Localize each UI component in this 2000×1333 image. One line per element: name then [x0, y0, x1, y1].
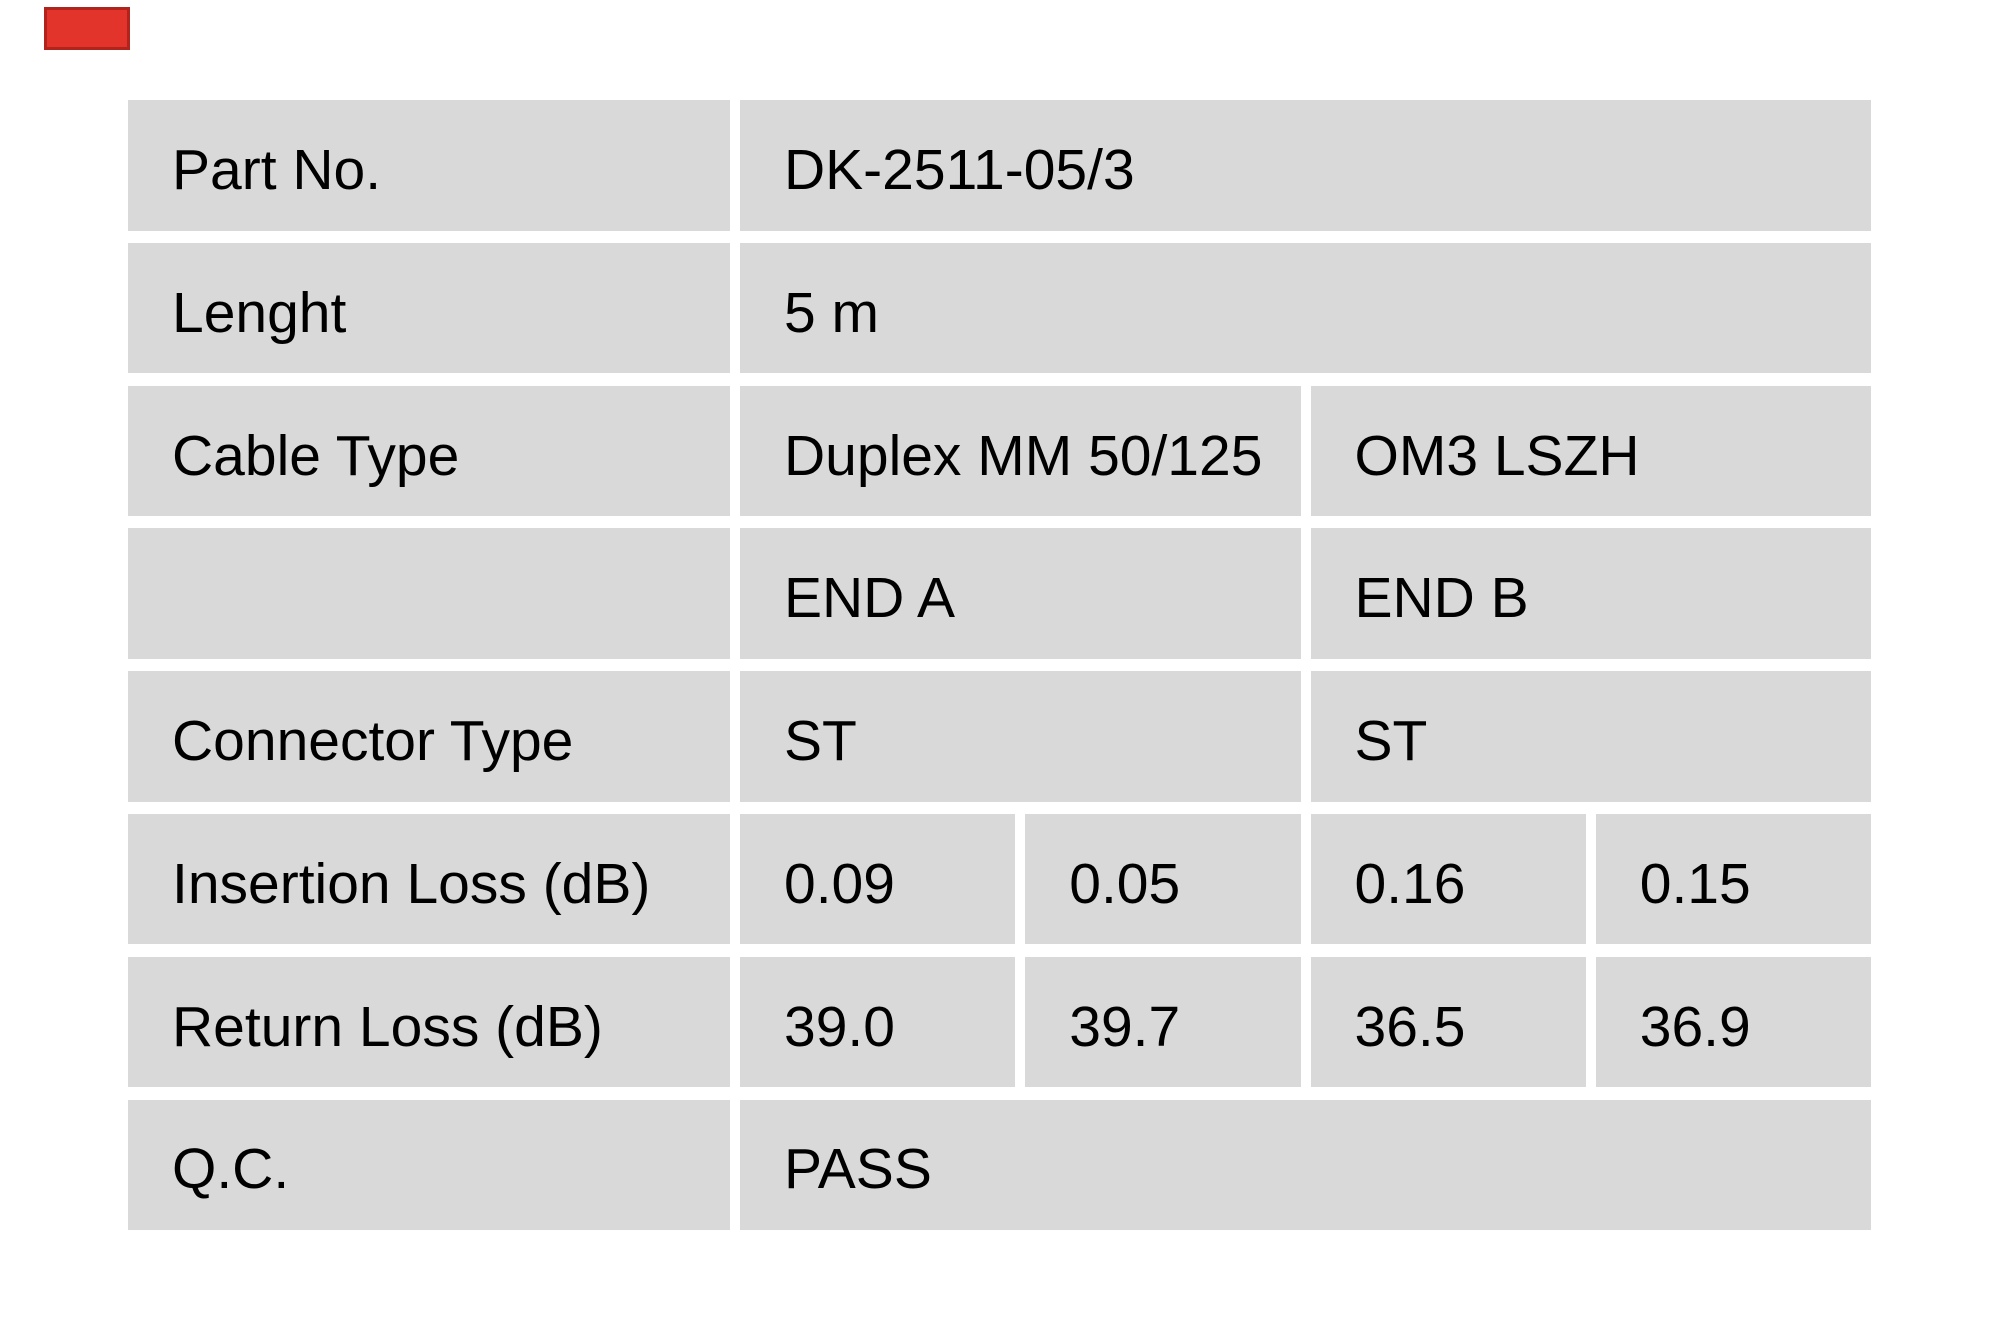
qc-label-cell: Q.C.	[128, 1099, 730, 1231]
end-a-header-cell: END A	[740, 528, 1301, 659]
end-b-header-cell: END B	[1310, 528, 1871, 659]
connector-type-end-a-cell: ST	[740, 671, 1301, 802]
part-no-label-cell: Part No.	[128, 100, 730, 231]
insertion-loss-label-cell: Insertion Loss (dB)	[128, 813, 730, 945]
ends-header-empty-cell	[128, 528, 730, 659]
qc-value-cell: PASS	[740, 1099, 1871, 1231]
insertion-loss-a1-cell: 0.09	[740, 813, 1016, 945]
part-no-value-cell: DK-2511-05/3	[740, 100, 1871, 231]
length-value-cell: 5 m	[740, 242, 1871, 374]
insertion-loss-a2-cell: 0.05	[1025, 813, 1301, 945]
return-loss-b2-cell: 36.9	[1595, 956, 1871, 1088]
cable-type-end-a-cell: Duplex MM 50/125	[740, 385, 1301, 517]
length-label-cell: Lenght	[128, 242, 730, 374]
datasheet-table: Part No. DK-2511-05/3 Lenght 5 m Cable T…	[128, 100, 1871, 1231]
return-loss-a1-cell: 39.0	[740, 956, 1016, 1088]
logo-fragment	[44, 7, 130, 50]
return-loss-a2-cell: 39.7	[1025, 956, 1301, 1088]
insertion-loss-b1-cell: 0.16	[1310, 813, 1586, 945]
insertion-loss-b2-cell: 0.15	[1595, 813, 1871, 945]
return-loss-b1-cell: 36.5	[1310, 956, 1586, 1088]
cable-type-label-cell: Cable Type	[128, 385, 730, 517]
connector-type-label-cell: Connector Type	[128, 671, 730, 802]
connector-type-end-b-cell: ST	[1310, 671, 1871, 802]
cable-type-end-b-cell: OM3 LSZH	[1310, 385, 1871, 517]
return-loss-label-cell: Return Loss (dB)	[128, 956, 730, 1088]
